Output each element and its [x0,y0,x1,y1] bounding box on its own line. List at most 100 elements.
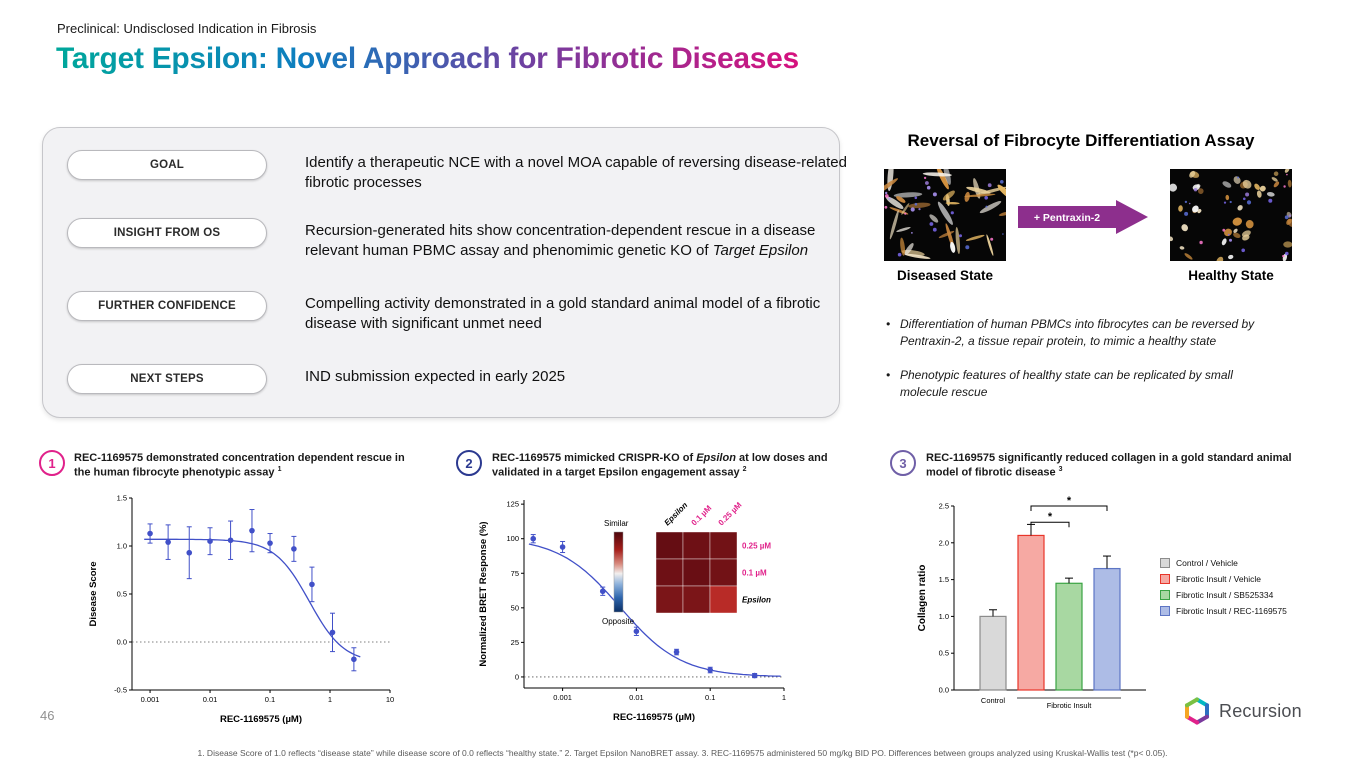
svg-text:1.0: 1.0 [939,612,949,621]
diseased-state-micrograph [884,169,1006,261]
svg-text:100: 100 [506,534,519,543]
svg-text:0.1 µM: 0.1 µM [690,503,714,527]
svg-text:2.5: 2.5 [939,502,949,511]
goal-pill: GOAL [67,150,267,180]
svg-text:REC-1169575 (µM): REC-1169575 (µM) [613,712,695,723]
summary-row-confidence: FURTHER CONFIDENCE Compelling activity d… [67,291,850,335]
svg-text:0.001: 0.001 [553,693,572,702]
arrow-label: + Pentraxin-2 [1034,212,1100,224]
chart-legend: Control / Vehicle Fibrotic Insult / Vehic… [1160,558,1287,616]
svg-text:*: * [1048,511,1053,523]
svg-text:0.0: 0.0 [939,686,949,695]
svg-text:Opposite: Opposite [602,617,635,626]
panel2-heading-post: at low doses and validated in a target E… [492,452,828,479]
diseased-state-label: Diseased State [896,268,994,283]
arrow-shape [1018,200,1148,234]
legend-label: Fibrotic Insult / Vehicle [1176,574,1262,584]
legend-label: Control / Vehicle [1176,558,1238,568]
assay-bullet-1-text: Differentiation of human PBMCs into fibr… [900,317,1255,349]
svg-text:10: 10 [386,695,394,704]
svg-text:Similar: Similar [604,519,629,528]
svg-text:REC-1169575 (µM): REC-1169575 (µM) [220,714,302,725]
goal-text-main: Identify a therapeutic NCE with a novel … [305,154,847,192]
assay-bullet-2: Phenotypic features of healthy state can… [884,367,1264,401]
footnote: 1. Disease Score of 1.0 reflects “diseas… [197,748,1168,758]
svg-text:0.01: 0.01 [629,693,644,702]
bret-response-chart: 0 25 50 75 100 125 0.001 0.01 0.1 1 REC-1169575 (µ… [478,500,786,723]
next-steps-pill: NEXT STEPS [67,364,267,394]
svg-text:25: 25 [511,638,519,647]
confidence-pill: FURTHER CONFIDENCE [67,291,267,321]
svg-text:Epsilon: Epsilon [663,501,690,528]
svg-text:1.0: 1.0 [117,542,127,551]
assay-bullet-2-text: Phenotypic features of healthy state can… [900,368,1233,400]
svg-text:0.1: 0.1 [705,693,715,702]
next-steps-text-main: IND submission expected in early 2025 [305,368,566,385]
legend-label: Fibrotic Insult / SB525334 [1176,590,1274,600]
svg-text:Epsilon: Epsilon [742,596,771,605]
svg-text:Disease Score: Disease Score [88,562,99,627]
legend-swatch [1160,574,1170,584]
disease-score-chart: -0.5 0.0 0.5 1.0 1.5 0.001 0.01 0.1 1 10 REC-11695… [88,494,394,726]
insight-text: Recursion-generated hits show concentrat… [305,218,850,262]
goal-text: Identify a therapeutic NCE with a novel … [305,150,850,194]
confidence-text-main: Compelling activity demonstrated in a go… [305,295,821,333]
svg-text:0.001: 0.001 [141,695,160,704]
panel1-number-badge: 1 [39,450,65,476]
panel3-footnote-marker: 3 [1058,466,1063,474]
collagen-bar-chart: 0.0 0.5 1.0 1.5 2.0 2.5 Control Fibrotic Insult… [917,495,1146,710]
panel2-heading-italic: Epsilon [696,452,736,464]
page-title: Target Epsilon: Novel Approach for Fibro… [56,42,799,75]
svg-text:Normalized BRET Response (%): Normalized BRET Response (%) [478,521,489,666]
panel3-heading-pre: REC-1169575 significantly reduced collag… [926,452,1292,479]
panel2-heading-pre: REC-1169575 mimicked CRISPR-KO of [492,452,697,464]
legend-item: Fibrotic Insult / REC-1169575 [1160,606,1287,616]
insight-pill: INSIGHT FROM OS [67,218,267,248]
svg-text:-0.5: -0.5 [114,686,127,695]
recursion-logo: Recursion [1183,696,1302,726]
summary-row-next-steps: NEXT STEPS IND submission expected in ea… [67,364,850,394]
legend-item: Fibrotic Insult / Vehicle [1160,574,1287,584]
svg-text:1.5: 1.5 [939,575,949,584]
panel2-footnote-marker: 2 [742,466,747,474]
healthy-state-micrograph [1170,169,1292,261]
svg-text:0.5: 0.5 [117,590,127,599]
summary-row-goal: GOAL Identify a therapeutic NCE with a n… [67,150,850,194]
assay-bullets: Differentiation of human PBMCs into fibr… [884,316,1264,418]
panel1-heading-pre: REC-1169575 demonstrated concentration d… [74,452,405,479]
legend-item: Control / Vehicle [1160,558,1287,568]
pentraxin-arrow: + Pentraxin-2 [1018,200,1148,234]
svg-text:0.25 µM: 0.25 µM [742,542,771,551]
svg-text:50: 50 [511,603,519,612]
legend-label: Fibrotic Insult / REC-1169575 [1176,606,1287,616]
svg-text:0.1 µM: 0.1 µM [742,569,767,578]
insight-text-main: Recursion-generated hits show concentrat… [305,222,816,260]
svg-text:0.1: 0.1 [265,695,275,704]
page-number: 46 [40,708,55,723]
legend-item: Fibrotic Insult / SB525334 [1160,590,1287,600]
svg-text:125: 125 [506,500,519,509]
healthy-state-label: Healthy State [1188,268,1274,283]
svg-text:0.25 µM: 0.25 µM [717,500,744,527]
panel1-footnote-marker: 1 [277,466,282,474]
summary-row-insight: INSIGHT FROM OS Recursion-generated hits… [67,218,850,262]
summary-box: GOAL Identify a therapeutic NCE with a n… [42,127,847,418]
svg-text:0.5: 0.5 [939,649,949,658]
kicker: Preclinical: Undisclosed Indication in F… [57,21,317,36]
panel1-heading: REC-1169575 demonstrated concentration d… [74,451,414,480]
recursion-logo-icon [1185,697,1209,725]
svg-text:75: 75 [511,569,519,578]
panel2-heading: REC-1169575 mimicked CRISPR-KO of Epsilo… [492,451,842,480]
legend-swatch [1160,590,1170,600]
svg-text:1.5: 1.5 [117,494,127,503]
svg-text:0: 0 [515,672,519,681]
next-steps-text: IND submission expected in early 2025 [305,364,850,387]
svg-text:1: 1 [782,693,786,702]
svg-text:*: * [1067,495,1072,507]
assay-title: Reversal of Fibrocyte Differentiation As… [907,131,1255,150]
svg-text:2.0: 2.0 [939,538,949,547]
recursion-logo-text: Recursion [1219,700,1302,721]
panel3-heading: REC-1169575 significantly reduced collag… [926,451,1294,480]
